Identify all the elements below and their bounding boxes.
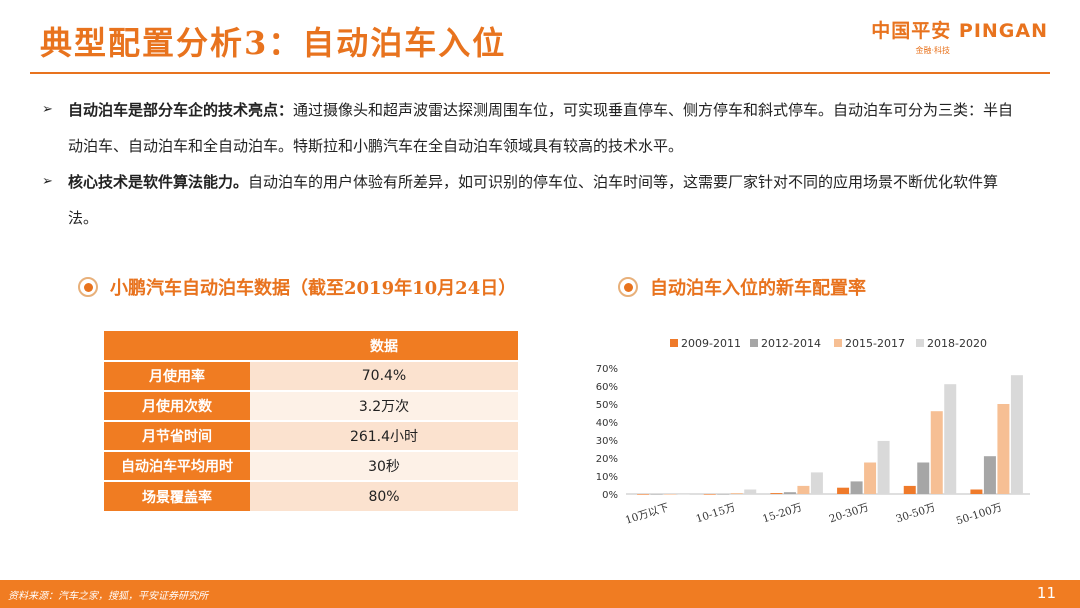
bar (664, 494, 677, 495)
legend-swatch (916, 339, 924, 347)
bar (717, 494, 730, 495)
bullet-list: ➢ 自动泊车是部分车企的技术亮点：通过摄像头和超声波雷达探测周围车位，可实现垂直… (42, 92, 1020, 236)
bar (770, 493, 783, 494)
table-row: 自动泊车平均用时 30秒 (104, 450, 518, 481)
legend-label: 2012-2014 (761, 337, 821, 350)
table-header-cell (104, 331, 250, 361)
table-section-title: 小鹏汽车自动泊车数据（截至2019年10月24日） (78, 274, 516, 300)
bar (650, 494, 663, 495)
bullet-text: 通过摄像头和超声波雷达探测周围车位，可实现垂直停车、侧方停车和斜式停车。自动泊车… (68, 101, 1014, 155)
target-icon (618, 277, 638, 297)
page-number: 11 (1036, 584, 1056, 602)
row-label: 自动泊车平均用时 (104, 450, 250, 481)
row-value: 70.4% (250, 360, 518, 391)
bar (983, 456, 996, 494)
row-value: 261.4小时 (250, 420, 518, 451)
bullet-item: ➢ 自动泊车是部分车企的技术亮点：通过摄像头和超声波雷达探测周围车位，可实现垂直… (42, 92, 1020, 164)
y-tick-label: 50% (596, 400, 618, 411)
bar (877, 440, 890, 494)
chart-section-title-text: 自动泊车入位的新车配置率 (650, 278, 866, 299)
legend-label: 2009-2011 (681, 337, 741, 350)
legend-swatch (834, 339, 842, 347)
bar (810, 472, 823, 494)
arrow-bullet-icon: ➢ (42, 102, 53, 117)
bar (703, 494, 716, 495)
page-title: 典型配置分析3：自动泊车入位 (40, 24, 507, 62)
footer-bar: 资料来源：汽车之家，搜狐，平安证券研究所 11 (0, 580, 1080, 608)
bar (917, 462, 930, 494)
legend-label: 2015-2017 (845, 337, 905, 350)
bullet-text: 自动泊车的用户体验有所差异，如可识别的停车位、泊车时间等，这需要厂家针对不同的应… (68, 173, 999, 227)
bar (730, 493, 743, 494)
table-section-title-text: 小鹏汽车自动泊车数据（截至2019年10月24日） (110, 278, 517, 299)
row-value: 3.2万次 (250, 390, 518, 421)
row-value: 80% (250, 480, 518, 511)
x-tick-label: 50-100万 (955, 501, 1004, 527)
table-row: 月节省时间 261.4小时 (104, 420, 518, 451)
row-label: 月节省时间 (104, 420, 250, 451)
bullet-heading: 自动泊车是部分车企的技术亮点： (68, 101, 294, 119)
source-note: 资料来源：汽车之家，搜狐，平安证券研究所 (8, 591, 208, 602)
row-label: 月使用次数 (104, 390, 250, 421)
x-tick-label: 10万以下 (624, 501, 670, 526)
y-tick-label: 0% (602, 490, 618, 501)
bar (783, 492, 796, 494)
bar (930, 411, 943, 494)
legend-label: 2018-2020 (927, 337, 987, 350)
y-tick-label: 40% (596, 418, 618, 429)
bar (637, 494, 650, 495)
row-label: 场景覆盖率 (104, 480, 250, 511)
bar (797, 485, 810, 494)
y-tick-label: 20% (596, 454, 618, 465)
header-divider (30, 72, 1050, 74)
brand-logo: 中国平安 PINGAN 金融·科技 (871, 16, 1048, 56)
x-tick-label: 10-15万 (694, 501, 736, 525)
bar (944, 384, 957, 494)
bullet-heading: 核心技术是软件算法能力。 (68, 173, 249, 191)
y-tick-label: 70% (596, 364, 618, 375)
bar (1010, 375, 1023, 494)
legend-swatch (750, 339, 758, 347)
arrow-bullet-icon: ➢ (42, 174, 53, 189)
table-row: 场景覆盖率 80% (104, 480, 518, 511)
table-row: 月使用率 70.4% (104, 360, 518, 391)
x-tick-label: 30-50万 (894, 501, 936, 525)
table-header-cell: 数据 (250, 331, 518, 361)
bullet-item: ➢ 核心技术是软件算法能力。自动泊车的用户体验有所差异，如可识别的停车位、泊车时… (42, 164, 1020, 236)
bar (997, 404, 1010, 494)
row-value: 30秒 (250, 450, 518, 481)
parking-data-table: 数据 月使用率 70.4% 月使用次数 3.2万次 月节省时间 261.4小时 … (104, 331, 518, 511)
target-icon (78, 277, 98, 297)
table-header-row: 数据 (104, 331, 518, 361)
bar (744, 489, 757, 494)
table-row: 月使用次数 3.2万次 (104, 390, 518, 421)
y-tick-label: 10% (596, 472, 618, 483)
bar (903, 485, 916, 494)
bar (850, 481, 863, 494)
bar (970, 489, 983, 494)
bar (837, 487, 850, 494)
bar (677, 494, 690, 495)
x-tick-label: 20-30万 (828, 501, 870, 525)
logo-text: 中国平安 PINGAN (871, 20, 1048, 42)
legend-swatch (670, 339, 678, 347)
chart-section-title: 自动泊车入位的新车配置率 (618, 274, 866, 300)
logo-subtext: 金融·科技 (915, 46, 950, 55)
row-label: 月使用率 (104, 360, 250, 391)
y-tick-label: 60% (596, 382, 618, 393)
x-tick-label: 15-20万 (761, 501, 803, 525)
y-tick-label: 30% (596, 436, 618, 447)
bar (864, 462, 877, 494)
config-rate-chart: 2009-2011 2012-2014 2015-2017 2018-2020 0% 10… (596, 337, 1030, 528)
